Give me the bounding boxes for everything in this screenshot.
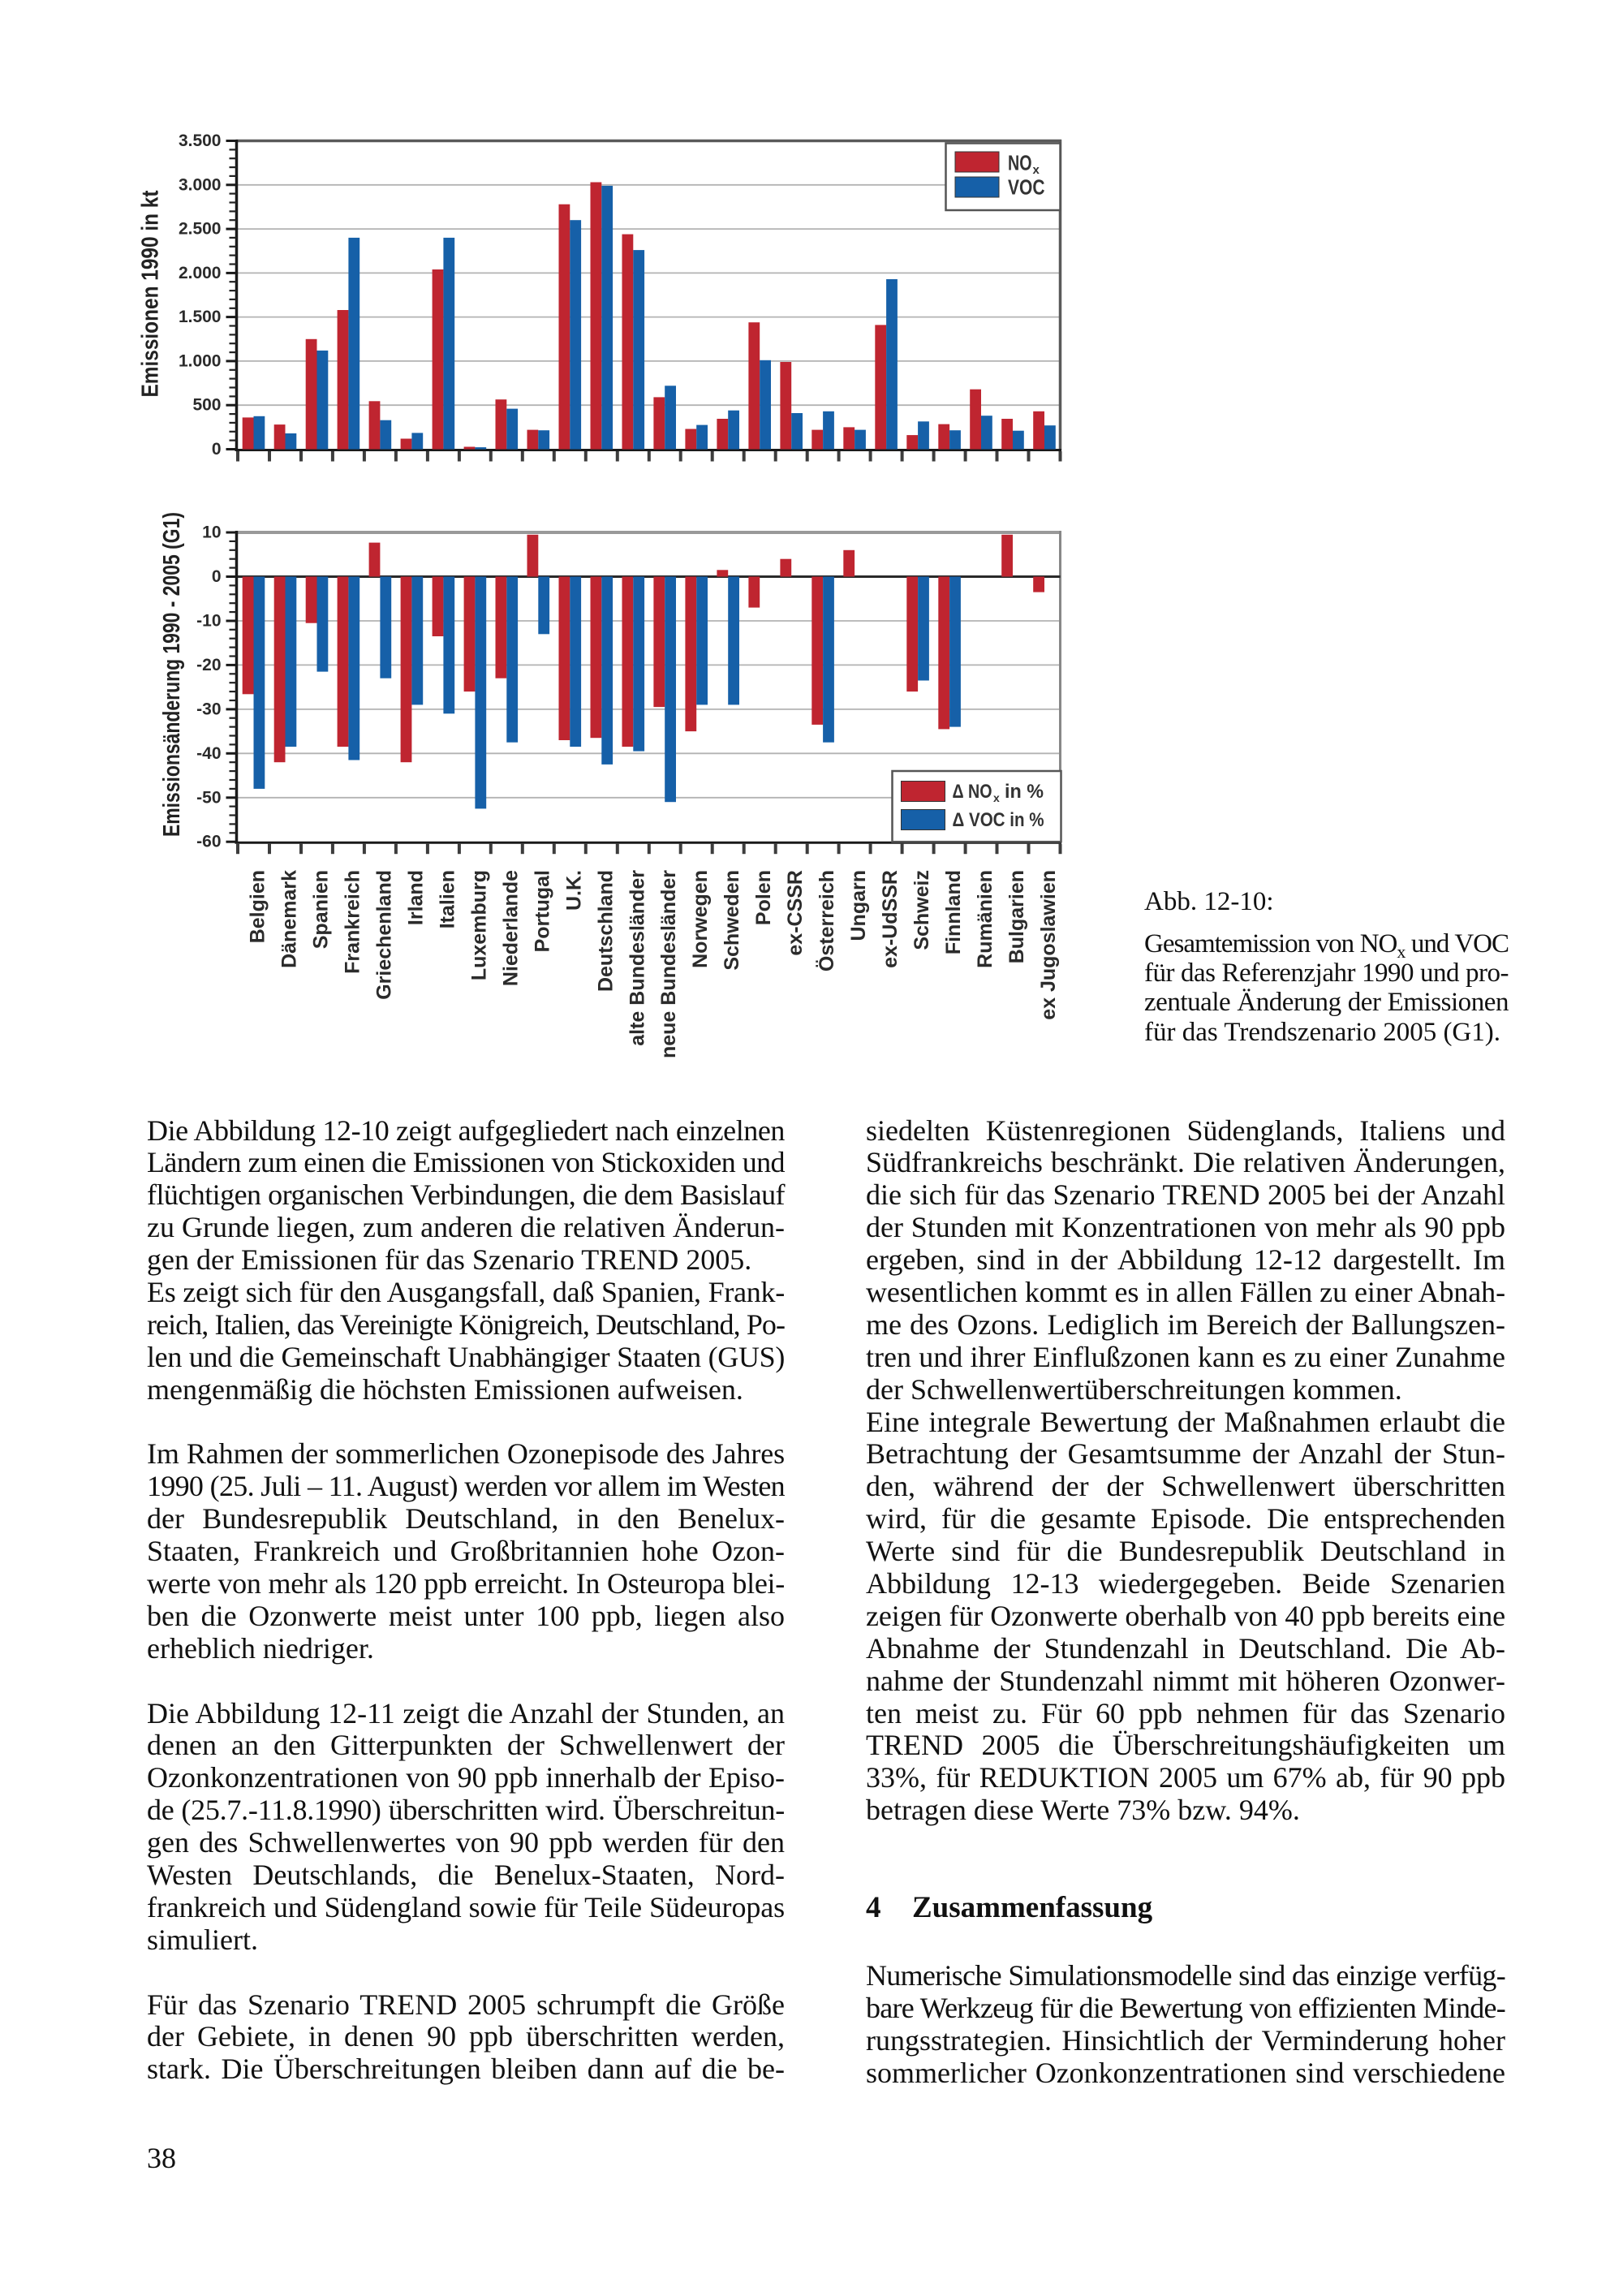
svg-text:Schweiz: Schweiz [911,870,933,950]
svg-text:-40: -40 [196,744,221,763]
svg-text:Spanien: Spanien [310,870,333,949]
svg-text:x: x [1033,163,1040,177]
svg-text:10: 10 [202,523,221,542]
svg-text:3.000: 3.000 [179,175,222,194]
svg-text:Polen: Polen [752,870,775,925]
svg-text:2.500: 2.500 [179,220,222,239]
svg-text:Finnland: Finnland [942,870,965,954]
svg-text:3.500: 3.500 [179,131,222,150]
svg-text:Deutschland: Deutschland [594,870,617,992]
svg-text:ex Jugoslawien: ex Jugoslawien [1037,870,1060,1020]
svg-text:-60: -60 [196,833,221,851]
svg-text:U.K.: U.K. [562,870,585,911]
svg-text:Ungarn: Ungarn [847,870,870,941]
svg-text:2.000: 2.000 [179,264,222,282]
svg-text:0: 0 [212,567,222,586]
svg-text:500: 500 [192,396,221,415]
svg-text:Italien: Italien [436,870,458,928]
svg-text:Frankreich: Frankreich [341,870,364,974]
svg-text:-10: -10 [196,612,221,631]
svg-text:x: x [993,791,1000,804]
svg-text:Niederlande: Niederlande [499,870,522,986]
svg-text:neue Bundesländer: neue Bundesländer [657,870,680,1058]
svg-text:Bulgarien: Bulgarien [1005,870,1028,963]
svg-text:Rumänien: Rumänien [974,870,997,968]
svg-text:0: 0 [212,440,222,459]
svg-text:Emissionsänderung 1990 - 2005: Emissionsänderung 1990 - 2005 (G1) [159,512,185,837]
svg-text:1.500: 1.500 [179,308,222,326]
svg-text:Emissionen 1990 in kt: Emissionen 1990 in kt [138,190,164,397]
svg-text:ex-CSSR: ex-CSSR [784,870,807,956]
svg-text:in %: in % [1005,781,1044,803]
svg-text:Dänemark: Dänemark [278,870,301,968]
svg-text:Schweden: Schweden [721,870,743,971]
svg-text:Griechenland: Griechenland [372,870,395,1000]
svg-text:alte Bundesländer: alte Bundesländer [626,870,648,1046]
svg-text:Belgien: Belgien [247,870,269,943]
svg-text:Portugal: Portugal [531,870,553,952]
svg-text:1.000: 1.000 [179,351,222,370]
svg-text:Δ VOC in %: Δ VOC in % [953,809,1044,831]
svg-text:ex-UdSSR: ex-UdSSR [879,870,902,968]
svg-text:Δ NO: Δ NO [953,781,992,803]
svg-text:Norwegen: Norwegen [689,870,712,968]
svg-text:NO: NO [1008,151,1032,175]
svg-text:VOC: VOC [1008,175,1045,200]
svg-text:-20: -20 [196,656,221,674]
svg-text:Irland: Irland [404,870,427,925]
svg-text:-50: -50 [196,788,221,807]
svg-text:-30: -30 [196,700,221,718]
svg-text:Österreich: Österreich [815,870,838,971]
svg-text:Luxemburg: Luxemburg [467,870,490,980]
